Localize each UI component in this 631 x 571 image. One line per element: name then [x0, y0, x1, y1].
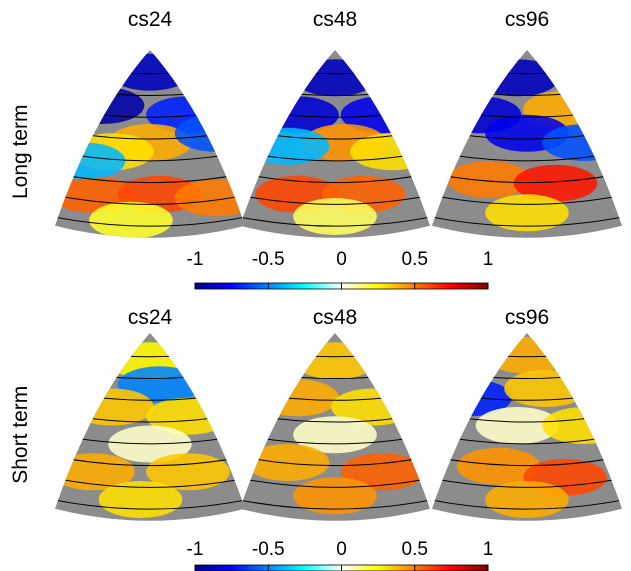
data-patch: [245, 127, 330, 165]
data-patch: [89, 201, 173, 238]
row-label: Long term: [9, 104, 32, 199]
panel-title: cs48: [313, 306, 357, 329]
panel-title: cs24: [128, 306, 173, 329]
latitude-line: [432, 498, 622, 510]
colorbar-tick-label: 1: [483, 249, 494, 270]
map-panel: [55, 50, 245, 238]
map-panel: [432, 333, 622, 521]
colorbar-tick-label: 0.5: [402, 249, 428, 270]
data-patch: [245, 444, 330, 481]
latitude-line: [432, 193, 622, 205]
data-patch: [70, 388, 154, 426]
latitude-line: [432, 215, 622, 227]
data-patch: [485, 336, 569, 374]
data-patch: [447, 161, 531, 198]
latitude-line: [240, 215, 430, 227]
labels-layer: Long term cs24 cs48 cs96 -1 -0.5 0 0.5 1 Short te…: [9, 8, 549, 560]
colorbar-tick-label: 0: [336, 539, 347, 560]
data-patch: [293, 416, 377, 454]
colorbar-tick-label: 0.5: [402, 539, 428, 560]
data-patch: [55, 142, 126, 180]
data-patch: [350, 133, 430, 171]
panel-title: cs48: [313, 8, 357, 31]
data-patch: [475, 59, 560, 97]
colorbar-tick-label: 1: [483, 539, 494, 560]
latitude-line: [432, 455, 622, 467]
data-patch: [60, 87, 145, 124]
latitude-line: [240, 498, 430, 510]
data-patch: [542, 407, 622, 444]
colorbar-tick-label: -1: [187, 539, 204, 560]
panel-title: cs24: [128, 8, 173, 31]
data-patch: [108, 53, 192, 91]
latitude-line: [55, 498, 245, 510]
latitude-line: [432, 172, 622, 184]
data-patch: [475, 407, 560, 444]
panel-title: cs96: [505, 8, 549, 31]
map-panel: [432, 50, 622, 238]
colorbar-tick-label: -0.5: [252, 539, 285, 560]
row-label: Short term: [9, 386, 32, 484]
data-patch: [542, 124, 622, 161]
data-patch: [513, 164, 598, 202]
latitude-line: [240, 455, 430, 467]
data-patch: [255, 379, 339, 417]
data-patch: [456, 447, 541, 485]
latitude-line: [55, 215, 245, 227]
colorbar-tick-label: -1: [187, 249, 204, 270]
colorbar-tick-label: -0.5: [252, 249, 285, 270]
data-patch: [340, 453, 425, 491]
data-patch: [504, 370, 588, 407]
data-patch: [293, 342, 377, 380]
latitude-line: [55, 172, 245, 184]
latitude-line: [432, 476, 622, 488]
panel-title: cs96: [505, 306, 549, 329]
data-patch: [293, 59, 377, 97]
latitude-line: [240, 476, 430, 488]
map-panel: [55, 333, 245, 521]
data-patch: [174, 114, 245, 152]
map-panel: [240, 333, 430, 521]
latitude-line: [55, 455, 245, 467]
latitude-line: [240, 193, 430, 205]
latitude-line: [55, 193, 245, 205]
latitude-line: [55, 476, 245, 488]
colorbar-tick-label: 0: [336, 249, 347, 270]
latitude-line: [240, 172, 430, 184]
map-panel: [240, 50, 430, 238]
